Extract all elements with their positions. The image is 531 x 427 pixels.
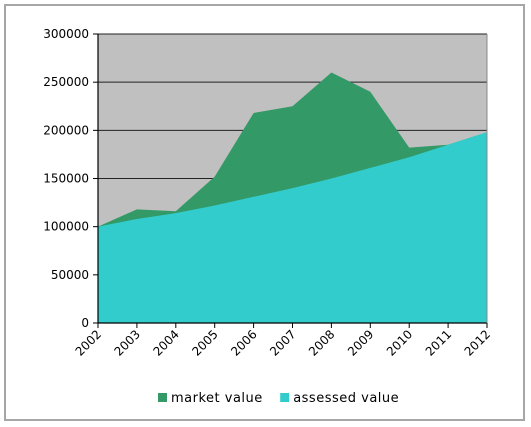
x-tick-label: 2009: [345, 327, 376, 358]
legend-swatch: [158, 393, 167, 402]
y-axis-ticks: 0 50000 100000 150000 200000 250000 300000: [43, 27, 98, 330]
y-tick-label: 250000: [43, 75, 89, 89]
legend-label: assessed value: [293, 391, 399, 406]
x-tick-label: 2011: [423, 327, 454, 358]
x-tick-label: 2004: [150, 327, 181, 358]
x-tick-label: 2010: [384, 327, 415, 358]
legend: market value assessed value: [158, 391, 399, 406]
x-tick-label: 2012: [462, 327, 493, 358]
x-tick-label: 2005: [189, 327, 220, 358]
x-tick-label: 2008: [306, 327, 337, 358]
x-tick-label: 2003: [112, 327, 143, 358]
legend-label: market value: [171, 391, 263, 406]
y-tick-label: 50000: [51, 268, 89, 282]
y-tick-label: 200000: [43, 123, 89, 137]
legend-swatch: [280, 393, 290, 402]
area-series-assessed-value: [98, 132, 487, 323]
x-tick-label: 2002: [73, 327, 104, 358]
y-tick-label: 300000: [43, 27, 89, 41]
x-tick-label: 2007: [267, 327, 298, 358]
series-areas: [98, 72, 487, 324]
y-tick-label: 100000: [43, 220, 89, 234]
y-tick-label: 0: [81, 316, 89, 330]
y-tick-label: 150000: [43, 172, 89, 186]
x-axis-ticks: 2002 2003 2004 2005 2006 2007 2008 2009 2010 2011…: [73, 323, 493, 359]
x-tick-label: 2006: [228, 327, 259, 358]
